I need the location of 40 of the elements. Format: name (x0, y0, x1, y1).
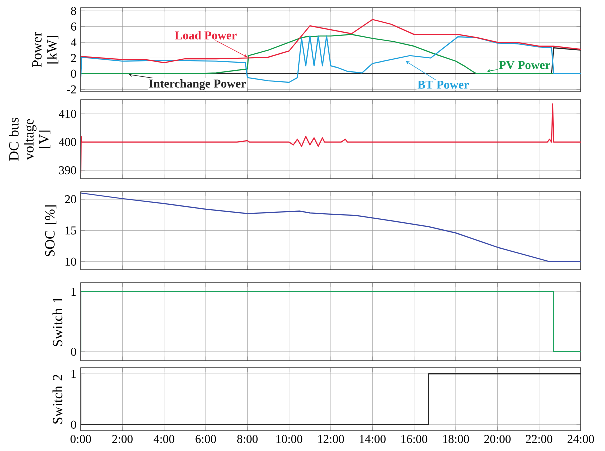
y-axis-title: Switch 1 (52, 298, 63, 346)
y-axis-title: Power [kW] (32, 32, 59, 68)
y-tick-label: 0 (71, 348, 76, 356)
x-tick-label: 10:00 (276, 435, 303, 444)
x-tick-label: 22:00 (526, 435, 553, 444)
y-tick-label: 0 (71, 420, 76, 429)
y-tick-label: 400 (59, 138, 76, 146)
y-tick-label: 20 (65, 195, 76, 204)
x-tick-label: 4:00 (154, 435, 175, 444)
series-label: Load Power (175, 31, 237, 40)
x-tick-label: 2:00 (112, 435, 133, 444)
x-tick-label: 8:00 (237, 435, 258, 444)
y-tick-label: 0 (71, 70, 76, 78)
series-label: Interchange Power (149, 79, 246, 90)
y-tick-label: 1 (72, 288, 76, 296)
x-tick-label: 18:00 (443, 435, 470, 444)
y-axis-title: DC bus voltage [V] (9, 118, 51, 161)
y-tick-label: 10 (66, 258, 76, 266)
text: BT Power (418, 80, 470, 89)
y-tick-label: 390 (59, 166, 76, 175)
x-tick-label: 14:00 (360, 435, 386, 444)
y-tick-label: 2 (71, 54, 76, 62)
y-tick-label: 6 (71, 22, 76, 31)
y-tick-label: 1 (72, 370, 76, 378)
x-tick-label: 6:00 (196, 435, 216, 444)
y-tick-label: -2 (67, 86, 76, 94)
x-tick-label: 12:00 (318, 435, 344, 444)
y-axis-title: SOC [%] (45, 206, 57, 257)
x-tick-label: 24:00 (568, 435, 594, 444)
line-series (81, 104, 582, 174)
x-tick-label: 0:00 (70, 435, 92, 444)
x-tick-label: 16:00 (402, 435, 428, 444)
y-tick-label: 4 (71, 38, 77, 46)
legend-label: PV Power (499, 61, 550, 70)
y-tick-label: 8 (71, 7, 76, 16)
line-series (81, 192, 582, 262)
y-tick-label: 410 (59, 110, 76, 118)
y-axis-title: Switch 2 (52, 374, 63, 424)
x-tick-label: 20:00 (484, 435, 511, 444)
y-tick-label: 15 (66, 226, 76, 235)
